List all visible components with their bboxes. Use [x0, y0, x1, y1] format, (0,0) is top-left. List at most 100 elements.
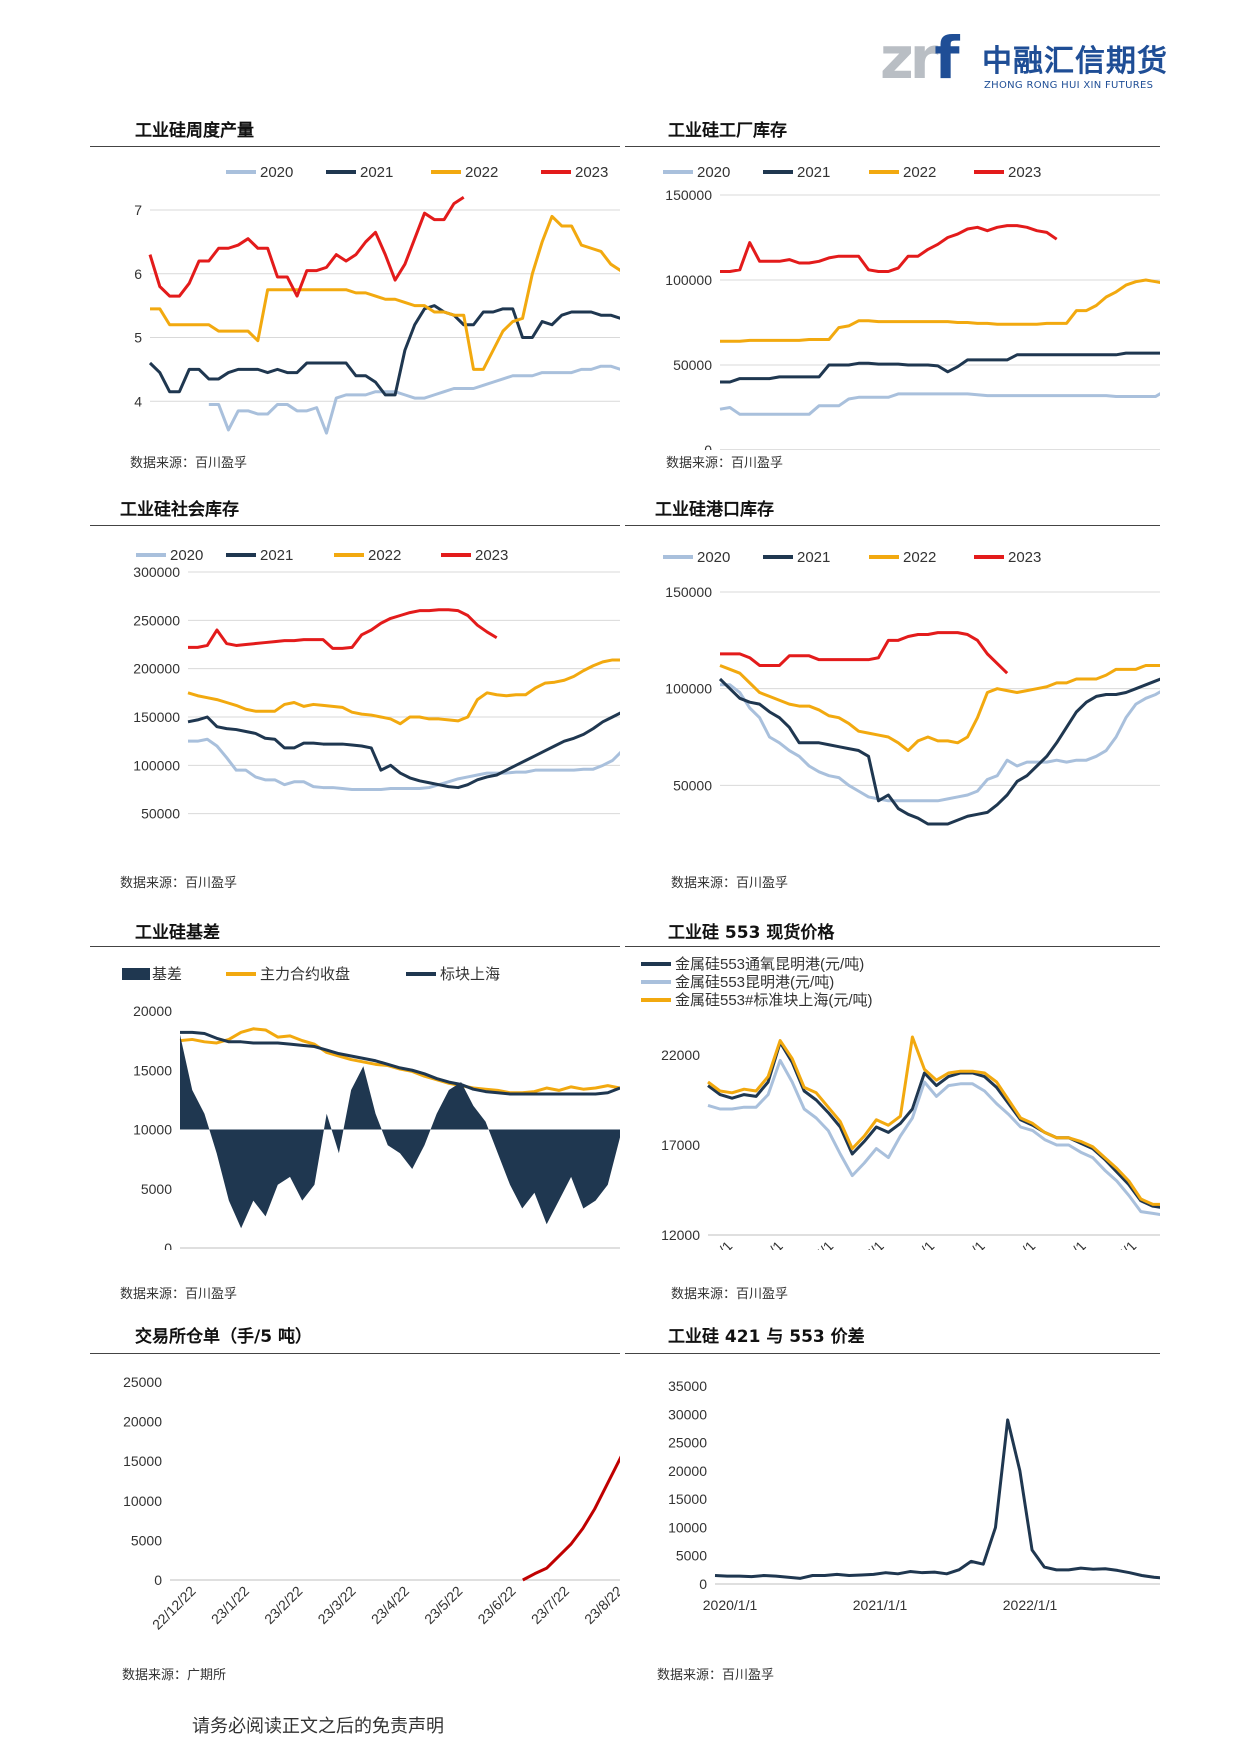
x-tick-label: 23/4/22 [368, 1583, 412, 1627]
y-tick-label: 200000 [133, 661, 180, 677]
legend-label: 主力合约收盘 [260, 965, 350, 983]
legend-label: 2023 [1008, 164, 1041, 181]
series-line-2022 [150, 214, 620, 371]
y-tick-label: 0 [154, 1572, 162, 1588]
chart-source-spread_421_553: 数据来源：百川盈孚 [657, 1668, 775, 1683]
legend-label: 2021 [797, 549, 830, 566]
legend-label: 金属硅553昆明港(元/吨) [675, 974, 834, 991]
y-tick-label: 25000 [668, 1435, 707, 1451]
y-tick-label: 15000 [133, 1062, 172, 1078]
legend-label: 2021 [260, 547, 293, 564]
y-tick-label: 300000 [133, 564, 180, 580]
x-tick-label: 2021/1/1 [853, 1597, 908, 1613]
series-line-标块上海 [180, 1030, 620, 1096]
series-line-2022 [719, 663, 1160, 753]
series-line-价差 [714, 1418, 1160, 1580]
legend-swatch [122, 968, 150, 980]
y-tick-label: 50000 [141, 806, 180, 822]
legend-label: 2022 [368, 547, 401, 564]
x-tick-label: 2023/1/1 [989, 1238, 1039, 1250]
y-tick-label: 5 [134, 330, 142, 346]
company-name-en: ZHONG RONG HUI XIN FUTURES [984, 80, 1154, 91]
series-line-金属硅553昆明港(元/吨) [707, 1058, 1160, 1216]
legend-label: 金属硅553#标准块上海(元/吨) [675, 992, 873, 1009]
y-tick-label: 25000 [123, 1374, 162, 1390]
series-line-2022 [720, 278, 1160, 343]
chart-source-spot_553: 数据来源：百川盈孚 [671, 1287, 789, 1302]
title-rule [90, 946, 620, 947]
company-name-cn: 中融汇信期货 [982, 44, 1168, 79]
series-line-2020 [719, 392, 1160, 416]
legend-label: 2021 [797, 164, 830, 181]
x-tick-label: 2022/1/1 [1003, 1597, 1058, 1613]
x-tick-label: 2022/9/1 [888, 1238, 938, 1250]
y-tick-label: 20000 [133, 1003, 172, 1019]
title-rule [625, 525, 1160, 526]
chart-source-warehouse_receipts: 数据来源：广期所 [122, 1668, 227, 1683]
series-line-金属硅553通氧昆明港(元/吨) [707, 1040, 1160, 1209]
y-tick-label: 50000 [673, 357, 712, 373]
chart-warehouse_receipts: 0 5000 10000 15000 20000 25000 22/12/22 23/1/22… [123, 1374, 620, 1633]
chart-title-basis: 工业硅基差 [135, 923, 220, 943]
x-tick-label: 2022/11/1 [933, 1238, 988, 1250]
chart-title-factory_inventory: 工业硅工厂库存 [668, 121, 787, 141]
y-tick-label: 250000 [133, 612, 180, 628]
y-tick-label: 150000 [665, 187, 712, 203]
x-tick-label: 2022/5/1 [787, 1238, 837, 1250]
y-tick-label: 10000 [123, 1493, 162, 1509]
x-tick-label: 23/7/22 [528, 1583, 572, 1627]
y-tick-label: 12000 [661, 1227, 700, 1243]
title-rule [625, 946, 1160, 947]
legend-label: 2022 [465, 164, 498, 181]
series-line-2023 [720, 224, 1058, 273]
y-tick-label: 5000 [676, 1548, 707, 1564]
x-tick-label: 2023/5/1 [1090, 1238, 1140, 1250]
legend-label: 2023 [575, 164, 608, 181]
legend-label: 2023 [475, 547, 508, 564]
y-tick-label: 100000 [665, 272, 712, 288]
x-tick-label: 23/8/22 [581, 1583, 620, 1627]
series-line-2020 [720, 683, 1160, 803]
x-tick-label: 22/12/22 [149, 1583, 199, 1633]
x-tick-label: 23/3/22 [314, 1583, 358, 1627]
y-tick-label: 10000 [133, 1122, 172, 1138]
x-tick-label: 23/6/22 [474, 1583, 518, 1627]
y-tick-label: 5000 [131, 1532, 162, 1548]
series-area-基差 [180, 1034, 620, 1229]
y-tick-label: 5000 [141, 1181, 172, 1197]
y-tick-label: 150000 [665, 584, 712, 600]
chart-title-port_inventory: 工业硅港口库存 [655, 500, 774, 520]
y-tick-label: 20000 [668, 1463, 707, 1479]
chart-spread_421_553: 0 5000 10000 15000 20000 25000 30000 35000 2020/… [668, 1378, 1160, 1613]
y-tick-label: 100000 [133, 757, 180, 773]
title-rule [90, 146, 620, 147]
y-tick-label: 100000 [665, 681, 712, 697]
y-tick-label: 0 [704, 442, 712, 450]
series-line-2023 [720, 631, 1009, 675]
legend-label: 金属硅553通氧昆明港(元/吨) [675, 956, 864, 973]
chart-port_inventory: 0500001000001500001471013161922252831343… [663, 549, 1160, 826]
x-tick-label: 2022/3/1 [736, 1238, 786, 1250]
y-tick-label: 17000 [661, 1137, 700, 1153]
chart-source-social_inventory: 数据来源：百川盈孚 [120, 876, 238, 891]
title-rule [90, 525, 620, 526]
chart-social_inventory: 0500001000001500002000002500003000001471… [133, 547, 620, 822]
series-line-2020 [208, 364, 620, 435]
y-tick-label: 7 [134, 202, 142, 218]
chart-source-basis: 数据来源：百川盈孚 [120, 1287, 238, 1302]
footer-disclaimer: 请务必阅读正文之后的免责声明 [192, 1716, 444, 1737]
x-tick-label: 2020/1/1 [703, 1597, 758, 1613]
title-rule [625, 1353, 1160, 1354]
series-line-2021 [148, 304, 620, 397]
legend-label: 基差 [152, 966, 182, 983]
legend-label: 2020 [697, 549, 730, 566]
legend-label: 2020 [170, 547, 203, 564]
y-tick-label: 0 [699, 1576, 707, 1592]
chart-spot_553: 1200017000220002022/1/12022/3/12022/5/12… [641, 956, 1160, 1250]
chart-title-warehouse_receipts: 交易所仓单（手/5 吨） [135, 1327, 312, 1347]
series-line-2020 [188, 737, 620, 791]
series-line-2021 [718, 677, 1160, 826]
legend-label: 2020 [697, 164, 730, 181]
chart-title-spread_421_553: 工业硅 421 与 553 价差 [668, 1327, 865, 1347]
series-line-主力合约收盘 [179, 1027, 620, 1095]
